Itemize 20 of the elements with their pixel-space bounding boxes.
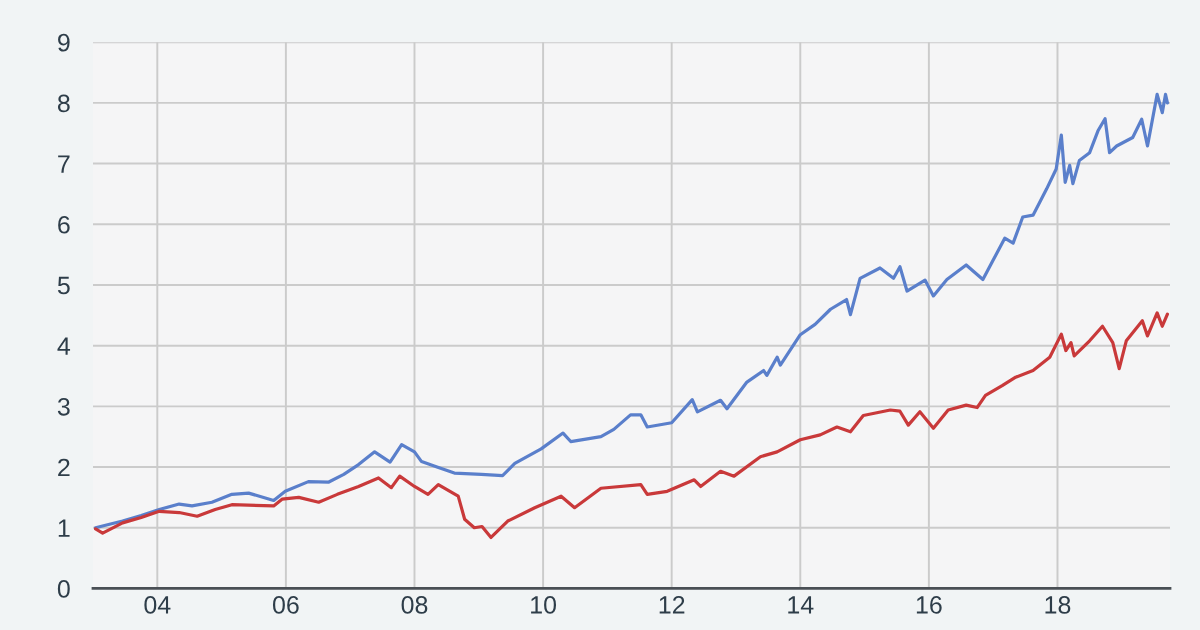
x-tick-label: 18 <box>1045 596 1071 614</box>
y-tick-label: 9 <box>58 33 70 52</box>
y-tick-label: 2 <box>58 458 70 477</box>
x-tick-label: 08 <box>401 596 428 614</box>
x-tick-label: 16 <box>916 596 942 614</box>
line-series <box>93 92 1170 530</box>
y-tick-label: 5 <box>57 276 70 295</box>
line-series <box>93 311 1170 540</box>
x-tick-label: 10 <box>531 596 557 614</box>
x-tick-label: 14 <box>788 596 814 614</box>
x-tick-label: 06 <box>272 596 299 614</box>
y-tick-label: 3 <box>57 397 70 416</box>
y-tick-label: 0 <box>57 580 70 598</box>
y-tick-label: 6 <box>58 215 70 234</box>
x-tick-label: 04 <box>144 596 171 614</box>
y-tick-label: 1 <box>58 519 70 537</box>
y-tick-label: 8 <box>57 94 70 113</box>
x-tick-label: 12 <box>659 596 685 614</box>
y-tick-label: 7 <box>58 155 70 173</box>
y-tick-label: 4 <box>57 337 71 355</box>
